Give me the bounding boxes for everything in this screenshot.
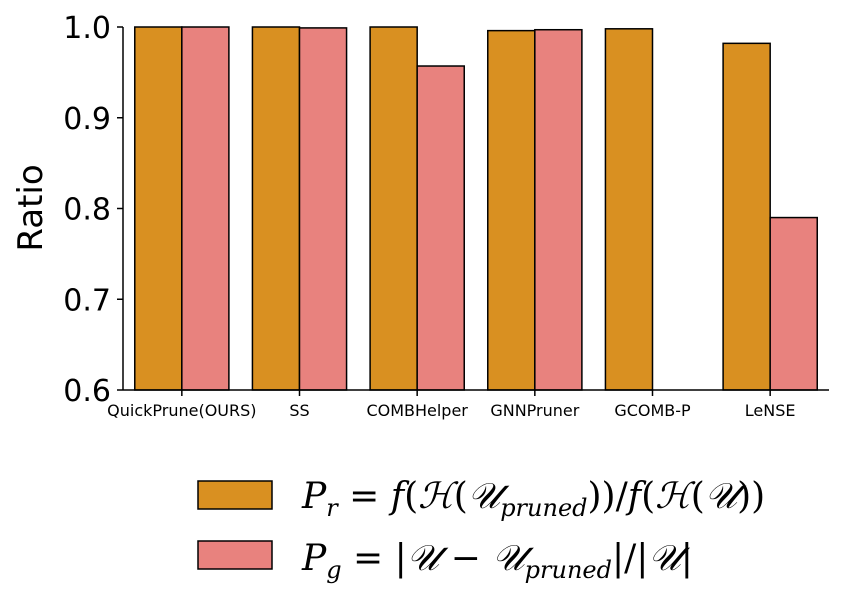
legend-swatch-pg (197, 540, 273, 570)
bar-series0-ss (251, 26, 301, 391)
y-axis-label: Ratio (11, 164, 51, 251)
x-tick-label: QuickPrune(OURS) (107, 401, 256, 420)
y-tick-label: 1.0 (63, 11, 111, 46)
bar-series0-quickprune-ours- (134, 26, 183, 391)
bar-series1-lense (769, 216, 818, 391)
axes-layer: 0.6 0.7 0.8 0.9 1.0 QuickPrune(OURS) SS COMBHe… (63, 11, 829, 420)
x-tick-label: GNNPruner (490, 401, 579, 420)
x-tick-label: LeNSE (745, 401, 796, 420)
bar-series1-combhelper (416, 65, 465, 391)
bar-series1-gnnpruner (534, 28, 583, 391)
x-tick-label: SS (289, 401, 309, 420)
bar-series1-ss (298, 27, 348, 391)
x-ticks: QuickPrune(OURS) SS COMBHelper GNNPruner GCO… (107, 390, 796, 420)
legend: Pr = f(ℋ(𝒰pruned))/f(ℋ(𝒰)) Pg = |𝒰 − 𝒰pr… (197, 476, 765, 584)
bars-layer (134, 26, 818, 391)
legend-label-pr: Pr = f(ℋ(𝒰pruned))/f(ℋ(𝒰)) (301, 476, 765, 522)
bar-series1-quickprune-ours- (181, 26, 230, 391)
bar-series0-lense (722, 42, 771, 391)
y-tick-label: 0.9 (63, 102, 111, 137)
y-tick-label: 0.8 (63, 193, 111, 228)
legend-label-pg: Pg = |𝒰 − 𝒰pruned|/|𝒰| (301, 538, 693, 584)
bar-series0-combhelper (369, 26, 418, 391)
bar-series0-gnnpruner (487, 29, 536, 391)
y-ticks: 0.6 0.7 0.8 0.9 1.0 (63, 11, 123, 409)
legend-swatch-pr (197, 480, 273, 510)
bar-series0-gcomb-p (604, 28, 654, 391)
y-tick-label: 0.6 (63, 374, 111, 409)
x-tick-label: GCOMB-P (614, 401, 691, 420)
x-tick-label: COMBHelper (366, 401, 468, 420)
y-tick-label: 0.7 (63, 283, 111, 318)
